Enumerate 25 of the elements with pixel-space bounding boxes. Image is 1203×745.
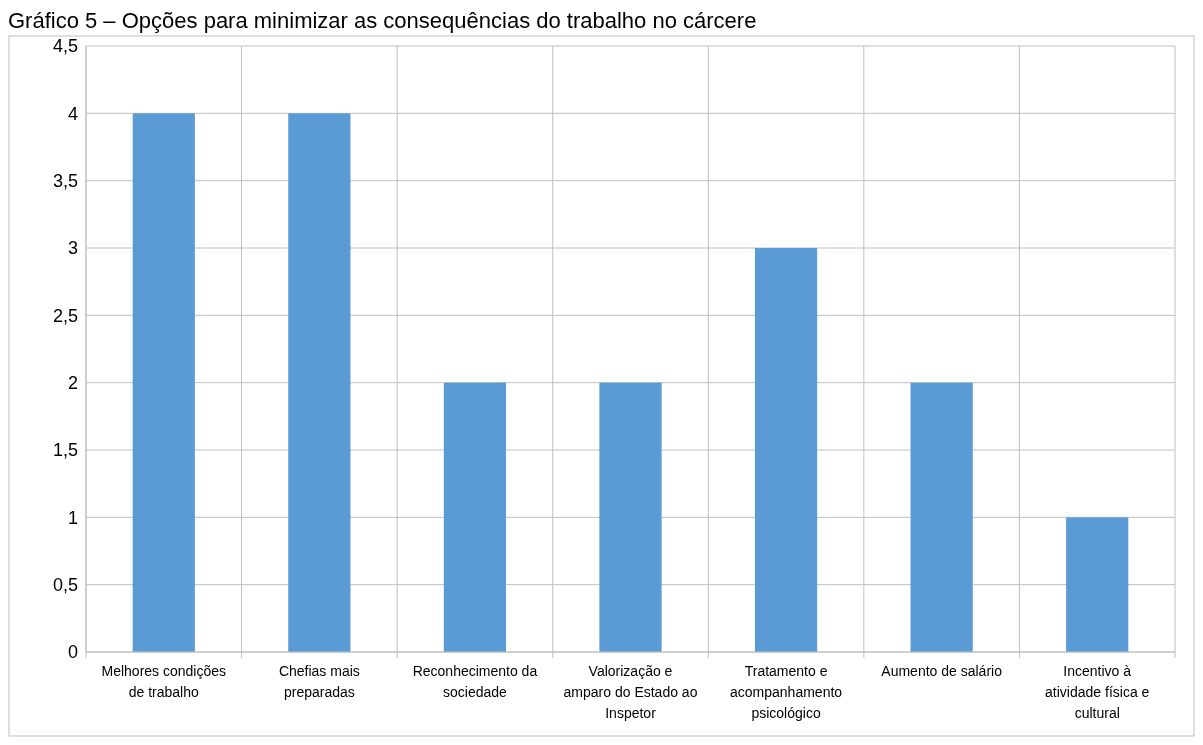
x-tick-label: Valorização e amparo do Estado ao Inspetor bbox=[563, 663, 698, 721]
x-tick-label: Reconhecimento da sociedade bbox=[412, 663, 538, 700]
bar bbox=[443, 382, 507, 652]
x-tick-label: Melhores condições de trabalho bbox=[101, 663, 227, 700]
bar bbox=[132, 113, 195, 652]
y-tick-label: 0,5 bbox=[52, 574, 78, 595]
y-tick-label: 4 bbox=[67, 103, 78, 124]
x-tick-label: Tratamento e acompanhamento psicológico bbox=[730, 663, 843, 721]
y-tick-label: 3,5 bbox=[52, 170, 78, 191]
bar bbox=[754, 248, 818, 652]
x-tick-label: Incentivo à atividade física e cultural bbox=[1045, 663, 1150, 721]
bar bbox=[1066, 517, 1129, 652]
y-tick-label: 4,5 bbox=[52, 36, 78, 57]
y-tick-label: 2,5 bbox=[52, 305, 78, 326]
bar bbox=[288, 113, 351, 652]
y-tick-label: 1,5 bbox=[52, 440, 78, 461]
x-tick-label: Aumento de salário bbox=[881, 663, 1003, 679]
y-tick-label: 2 bbox=[67, 372, 78, 393]
bar bbox=[599, 382, 662, 652]
y-tick-label: 1 bbox=[67, 507, 78, 528]
bar bbox=[910, 382, 973, 652]
y-tick-label: 0 bbox=[67, 642, 78, 663]
y-tick-label: 3 bbox=[67, 238, 78, 259]
x-tick-label: Chefias mais preparadas bbox=[278, 663, 360, 700]
chart-title: Gráfico 5 – Opções para minimizar as consequências do trabalho no cárcere bbox=[8, 8, 757, 33]
